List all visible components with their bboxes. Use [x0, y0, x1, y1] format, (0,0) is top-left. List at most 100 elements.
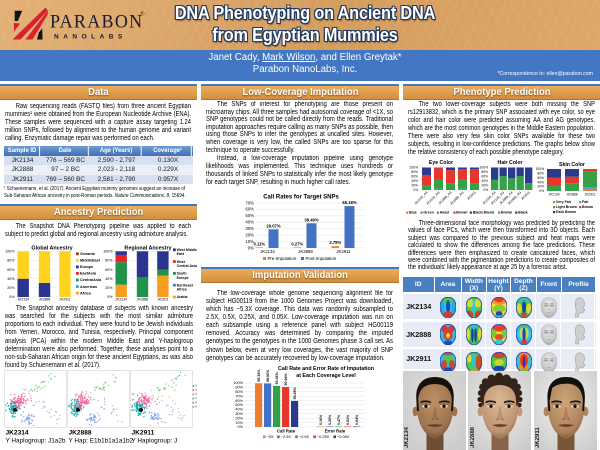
svg-text:Black: Black: [518, 211, 528, 215]
svg-text:Brown: Brown: [582, 205, 593, 209]
svg-text:98.96%: 98.96%: [266, 369, 270, 382]
svg-text:100%: 100%: [480, 166, 489, 170]
svg-text:20%: 20%: [411, 184, 418, 188]
svg-text:Blue: Blue: [409, 211, 417, 215]
svg-text:Regional Ancestry: Regional Ancestry: [124, 246, 171, 252]
svg-text:10%: 10%: [235, 421, 243, 425]
svg-text:0.26%: 0.26%: [328, 414, 332, 425]
svg-text:80%: 80%: [411, 170, 418, 174]
svg-text:Eye Color: Eye Color: [429, 160, 453, 166]
svg-text:Very Fair: Very Fair: [556, 200, 572, 204]
svg-text:CentralAsia: CentralAsia: [80, 278, 102, 282]
svg-text:59.29%: 59.29%: [293, 386, 297, 399]
svg-text:Arabia: Arabia: [177, 295, 188, 299]
svg-text:NANOLABS: NANOLABS: [54, 34, 127, 41]
svg-text:20%: 20%: [7, 286, 15, 290]
svg-text:JK2911: JK2911: [585, 193, 596, 197]
svg-text:60%: 60%: [537, 176, 544, 180]
svg-text:40%: 40%: [481, 179, 488, 183]
svg-text:50%: 50%: [245, 213, 254, 218]
svg-text:Oceania: Oceania: [80, 252, 96, 256]
svg-text:West: West: [177, 260, 186, 264]
svg-text:Pre-Imputation: Pre-Imputation: [268, 256, 297, 261]
svg-text:Y Haplogroup: J1a2b: Y Haplogroup: J1a2b: [6, 438, 66, 445]
svg-text:50%: 50%: [235, 403, 243, 407]
svg-text:29.07%: 29.07%: [266, 223, 280, 228]
svg-text:20%: 20%: [245, 232, 254, 237]
svg-text:80%: 80%: [537, 172, 544, 176]
svg-text:0.16%: 0.16%: [319, 414, 323, 425]
svg-text:~5X: ~5X: [267, 434, 274, 439]
svg-text:80%: 80%: [235, 390, 243, 394]
svg-text:JK2911: JK2911: [59, 298, 70, 302]
svg-text:0%: 0%: [248, 245, 254, 250]
svg-text:Y Hap: E1b1b1a1a1b2: Y Hap: E1b1b1a1a1b2: [69, 438, 134, 445]
svg-text:0.27%: 0.27%: [291, 241, 303, 246]
svg-text:South: South: [177, 272, 187, 276]
svg-text:40%: 40%: [7, 277, 15, 281]
svg-text:20%: 20%: [105, 286, 113, 290]
svg-text:100%: 100%: [536, 167, 545, 171]
svg-text:0%: 0%: [9, 295, 15, 299]
svg-text:Central Asia: Central Asia: [177, 264, 197, 268]
svg-text:Call Rate and Error Rate of Im: Call Rate and Error Rate of Imputation: [278, 366, 374, 372]
svg-text:Error Rate: Error Rate: [325, 429, 346, 434]
svg-text:~0.5X: ~0.5X: [299, 434, 310, 439]
svg-text:70%: 70%: [245, 200, 254, 205]
svg-text:JK2911: JK2911: [157, 298, 168, 302]
svg-text:JK2888: JK2888: [137, 298, 149, 302]
svg-text:40%: 40%: [411, 179, 418, 183]
svg-text:20%: 20%: [537, 185, 544, 189]
svg-text:60%: 60%: [7, 268, 15, 272]
svg-text:0.47%: 0.47%: [337, 414, 341, 425]
svg-text:99.34%: 99.34%: [257, 369, 261, 382]
svg-text:0.94%: 0.94%: [355, 414, 359, 425]
svg-text:Skin Color: Skin Color: [559, 162, 585, 168]
svg-text:0%: 0%: [413, 188, 418, 192]
svg-text:PARABON: PARABON: [50, 11, 143, 33]
svg-text:West Middle: West Middle: [177, 248, 197, 252]
svg-text:60%: 60%: [235, 399, 243, 403]
svg-text:0.11%: 0.11%: [253, 241, 265, 246]
svg-text:20%: 20%: [235, 416, 243, 420]
svg-text:Hair Color: Hair Color: [497, 160, 522, 166]
svg-text:Y Haplogroup: J: Y Haplogroup: J: [132, 438, 178, 445]
svg-text:Europe: Europe: [177, 276, 189, 280]
svg-text:East: East: [177, 252, 185, 256]
svg-text:Post-Imputation: Post-Imputation: [306, 256, 337, 261]
svg-text:at Each Coverage Level: at Each Coverage Level: [296, 373, 356, 379]
svg-text:0%: 0%: [483, 188, 488, 192]
svg-text:Global Ancestry: Global Ancestry: [31, 246, 72, 252]
svg-text:JK2888: JK2888: [298, 249, 313, 254]
svg-text:JK2134: JK2134: [260, 249, 275, 254]
svg-text:40%: 40%: [245, 220, 254, 225]
svg-text:Fair: Fair: [582, 200, 589, 204]
svg-text:Brown: Brown: [456, 211, 467, 215]
svg-text:60%: 60%: [105, 268, 113, 272]
svg-text:Hazel: Hazel: [440, 211, 449, 215]
svg-text:80%: 80%: [7, 259, 15, 263]
svg-text:®: ®: [140, 11, 145, 18]
svg-text:JK2314: JK2314: [6, 430, 29, 437]
svg-text:40%: 40%: [105, 277, 113, 281]
svg-text:Northeast: Northeast: [177, 283, 194, 287]
svg-text:Europe: Europe: [80, 265, 93, 269]
svg-text:Dark Brown: Dark Brown: [556, 210, 576, 214]
svg-text:Call Rates for Target SNPs: Call Rates for Target SNPs: [263, 195, 339, 201]
svg-text:0.51%: 0.51%: [346, 414, 350, 425]
svg-text:90%: 90%: [235, 386, 243, 390]
svg-text:JK2888: JK2888: [69, 430, 92, 437]
svg-text:~0.05X: ~0.05X: [337, 434, 350, 439]
svg-text:20%: 20%: [481, 184, 488, 188]
svg-text:JK2134: JK2134: [115, 298, 127, 302]
svg-text:0%: 0%: [238, 425, 244, 429]
svg-text:65.18%: 65.18%: [342, 200, 356, 205]
svg-text:38.49%: 38.49%: [304, 217, 318, 222]
svg-text:Blond: Blond: [484, 211, 494, 215]
svg-text:100%: 100%: [5, 250, 15, 254]
svg-text:60%: 60%: [411, 175, 418, 179]
svg-text:90.94%: 90.94%: [284, 373, 288, 386]
svg-text:JK2911: JK2911: [466, 190, 477, 201]
svg-text:60%: 60%: [481, 175, 488, 179]
svg-text:100%: 100%: [410, 166, 419, 170]
